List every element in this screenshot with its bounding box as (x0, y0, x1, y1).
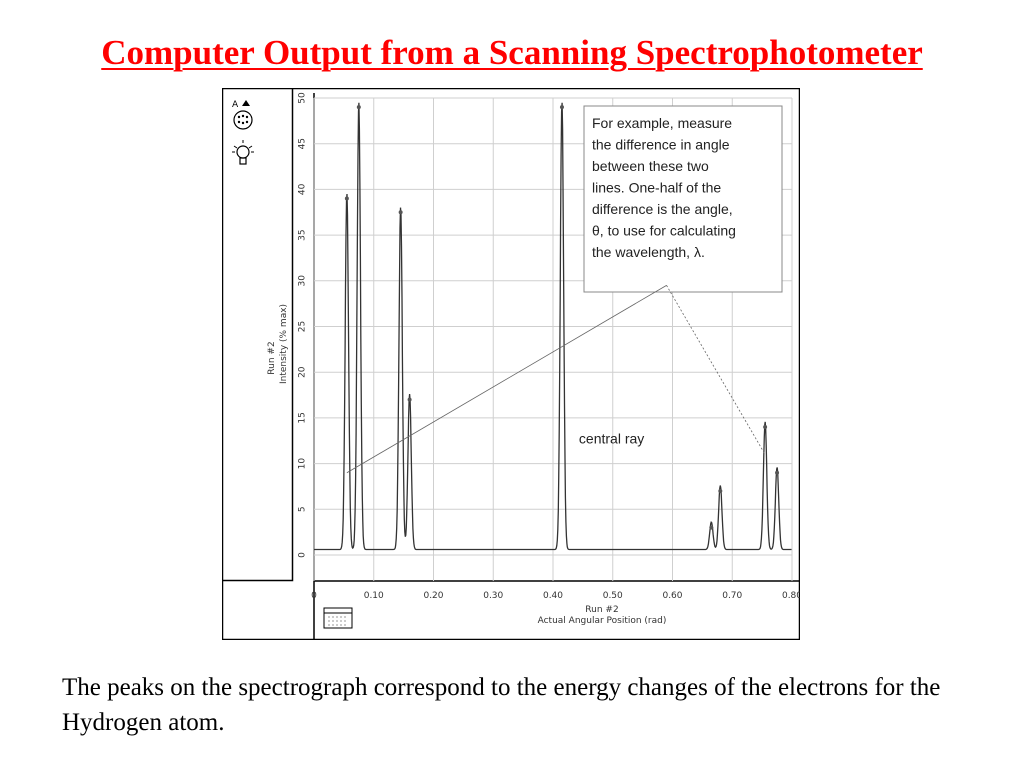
peak-marker (398, 210, 403, 215)
y-axis-title: Intensity (% max) (279, 304, 289, 384)
central-ray-label: central ray (579, 430, 644, 446)
y-tick-label: 20 (298, 366, 308, 378)
y-tick-label: 30 (298, 275, 308, 287)
annotation-line: the wavelength, λ. (592, 244, 705, 260)
peak-marker (763, 425, 768, 430)
y-tick-label: 45 (298, 138, 308, 149)
x-tick-label: 0.20 (423, 591, 443, 601)
x-tick-label: 0.50 (603, 591, 623, 601)
y-tick-label: 50 (298, 92, 308, 104)
peak-marker (718, 489, 723, 494)
slide-caption: The peaks on the spectrograph correspond… (62, 674, 941, 736)
slide-title: Computer Output from a Scanning Spectrop… (101, 33, 923, 72)
light-bulb-icon[interactable] (232, 140, 254, 165)
peak-marker (344, 196, 349, 201)
annotation-line: lines. One-half of the (592, 180, 721, 196)
chart-svg: A Run #2 Intensity (% max) Run #2 (222, 88, 800, 640)
x-tick-label: 0.70 (722, 591, 742, 601)
annotation-line: θ, to use for calculating (592, 223, 736, 239)
pointer-line-right (666, 285, 766, 455)
sensor-a-icon[interactable]: A (232, 100, 253, 130)
y-tick-label: 15 (298, 412, 308, 423)
peak-marker (356, 105, 361, 110)
annotation-line: between these two (592, 158, 709, 174)
svg-text:A: A (232, 100, 239, 110)
peak-marker (407, 397, 412, 402)
peak-marker (559, 105, 564, 110)
x-tick-label: 0.80 (782, 591, 800, 601)
y-tick-label: 25 (298, 321, 308, 332)
annotation-line: difference is the angle, (592, 201, 733, 217)
y-tick-label: 35 (298, 229, 308, 240)
annotation-box (583, 105, 783, 293)
x-tick-label: 0.30 (483, 591, 503, 601)
data-table-icon[interactable] (323, 607, 353, 629)
annotation-line: the difference in angle (592, 137, 730, 153)
y-tick-label: 10 (298, 458, 308, 470)
peak-marker (775, 470, 780, 475)
x-tick-label: 0 (311, 591, 317, 601)
peak-marker (709, 525, 714, 530)
y-axis-run-label: Run #2 (267, 341, 277, 374)
tool-panel (222, 88, 294, 582)
x-axis-title: Actual Angular Position (rad) (538, 616, 667, 626)
x-tick-label: 0.40 (543, 591, 563, 601)
y-tick-label: 5 (298, 506, 308, 512)
spectrum-trace (314, 102, 792, 551)
x-tick-label: 0.10 (364, 591, 384, 601)
y-tick-label: 40 (298, 183, 308, 195)
pointer-line-left (346, 285, 667, 474)
annotation-line: For example, measure (592, 115, 732, 131)
y-tick-label: 0 (298, 552, 308, 558)
x-axis-run-label: Run #2 (585, 605, 618, 615)
x-tick-label: 0.60 (662, 591, 682, 601)
spectrum-chart: A Run #2 Intensity (% max) Run #2 (222, 88, 800, 640)
